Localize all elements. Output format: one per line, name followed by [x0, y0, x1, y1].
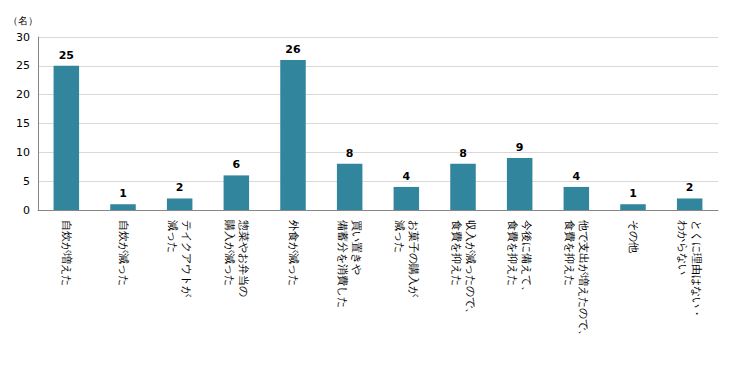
svg-text:30: 30: [16, 31, 30, 44]
svg-text:25: 25: [59, 49, 74, 62]
svg-text:20: 20: [16, 88, 30, 101]
svg-text:食費を抑えた: 食費を抑えた: [563, 220, 576, 286]
svg-text:2: 2: [176, 181, 184, 194]
svg-text:6: 6: [233, 158, 241, 171]
svg-text:購入が減った: 購入が減った: [223, 220, 236, 286]
svg-text:外食が減った: 外食が減った: [287, 220, 300, 286]
svg-text:テイクアウトが: テイクアウトが: [180, 220, 193, 298]
svg-text:2: 2: [686, 181, 694, 194]
svg-text:その他: その他: [627, 220, 640, 253]
svg-text:とくに理由はない・: とくに理由はない・: [690, 220, 703, 319]
svg-text:わからない: わからない: [676, 220, 689, 275]
svg-text:25: 25: [16, 59, 30, 72]
svg-text:買い置きや: 買い置きや: [350, 220, 363, 275]
svg-text:8: 8: [346, 147, 354, 160]
svg-text:食費を抑えた: 食費を抑えた: [450, 220, 463, 286]
svg-text:惣菜やお弁当の: 惣菜やお弁当の: [237, 219, 250, 297]
svg-text:（名）: （名）: [8, 15, 38, 26]
svg-text:10: 10: [16, 146, 30, 159]
svg-text:0: 0: [23, 204, 30, 217]
svg-text:15: 15: [16, 117, 30, 130]
svg-text:今後に備えて、: 今後に備えて、: [520, 220, 533, 297]
svg-text:減った: 減った: [166, 220, 179, 253]
svg-text:自炊が減った: 自炊が減った: [117, 220, 130, 286]
svg-text:他で支出が増えたので、: 他で支出が増えたので、: [577, 220, 590, 341]
svg-text:26: 26: [285, 43, 301, 56]
svg-text:5: 5: [23, 175, 30, 188]
svg-text:減った: 減った: [393, 220, 406, 253]
svg-text:自炊が増えた: 自炊が増えた: [60, 220, 73, 286]
svg-text:8: 8: [459, 147, 467, 160]
svg-text:備蓄分を消費した: 備蓄分を消費した: [336, 220, 349, 308]
svg-text:お菓子の購入が: お菓子の購入が: [407, 220, 420, 298]
svg-text:食費を抑えた: 食費を抑えた: [506, 220, 519, 286]
svg-text:収入が減ったので、: 収入が減ったので、: [464, 220, 477, 319]
svg-text:1: 1: [629, 187, 637, 200]
svg-text:4: 4: [573, 170, 581, 183]
svg-text:1: 1: [119, 187, 127, 200]
svg-text:9: 9: [516, 141, 524, 154]
svg-text:4: 4: [403, 170, 411, 183]
